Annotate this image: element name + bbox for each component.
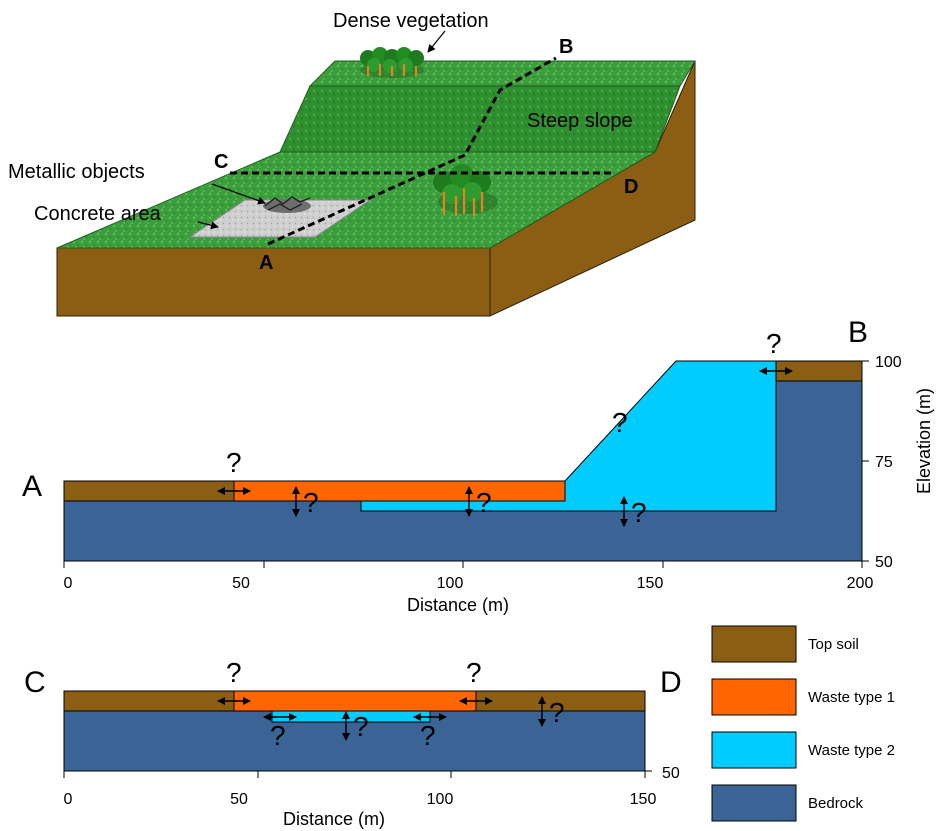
legend-label-waste-type-2: Waste type 2 — [808, 742, 895, 759]
steep-slope-label: Steep slope — [527, 110, 633, 132]
section-cd: ? ? ? ? ? ? C D 0 50 100 150 Distance (m… — [24, 657, 682, 829]
cd-x-ticks — [63, 771, 646, 778]
block-front-face — [56, 247, 491, 317]
cd-x-tick-label: 100 — [427, 791, 454, 808]
ab-start-label: A — [22, 470, 42, 503]
ab-uncertainty-mark: ? — [612, 407, 628, 438]
ab-x-tick-label: 0 — [64, 575, 73, 592]
line-label-b: B — [559, 36, 573, 58]
cd-end-label: D — [660, 666, 682, 699]
transect-line-ab — [267, 56, 557, 246]
cd-waste-type-1 — [233, 690, 477, 712]
dense-vegetation-label: Dense vegetation — [333, 10, 489, 32]
ab-x-axis-title: Distance (m) — [407, 595, 509, 615]
ab-y-ticks — [862, 360, 869, 562]
ab-waste-type-1 — [233, 480, 566, 502]
ab-x-tick-label: 100 — [437, 575, 464, 592]
cd-y-tick-label: 50 — [662, 765, 680, 782]
legend-label-bedrock: Bedrock — [808, 795, 864, 812]
ab-waste-type-2 — [360, 360, 777, 512]
cd-x-tick-label: 0 — [64, 791, 73, 808]
legend-swatch-top-soil — [711, 625, 797, 663]
ab-x-tick-label: 200 — [847, 575, 874, 592]
ab-end-label: B — [848, 316, 868, 349]
concrete-area-label: Concrete area — [34, 203, 162, 225]
cd-x-tick-label: 50 — [230, 791, 248, 808]
ab-y-axis-title: Elevation (m) — [914, 388, 934, 494]
legend: Top soil Waste type 1 Waste type 2 Bedro… — [711, 625, 895, 822]
ab-uncertainty-mark: ? — [766, 328, 782, 359]
ab-x-tick-label: 150 — [637, 575, 664, 592]
line-label-d: D — [624, 176, 638, 198]
legend-swatch-waste-type-1 — [711, 678, 797, 716]
cd-uncertainty-mark: ? — [420, 720, 436, 751]
ab-y-tick-label: 100 — [875, 354, 902, 371]
ab-uncertainty-mark: ? — [226, 447, 242, 478]
cd-start-label: C — [24, 666, 46, 699]
tree-cluster-top — [360, 47, 424, 78]
tree-cluster-lower — [433, 164, 498, 216]
cd-x-tick-label: 150 — [630, 791, 657, 808]
ab-topsoil-left — [63, 480, 235, 502]
cd-uncertainty-mark: ? — [466, 657, 482, 688]
concrete-area-shape — [188, 199, 372, 238]
metallic-objects-pointer — [211, 183, 266, 205]
metallic-objects-label: Metallic objects — [8, 161, 145, 183]
cd-uncertainty-mark: ? — [353, 711, 369, 742]
cd-uncertainty-mark: ? — [226, 657, 242, 688]
ab-x-tick-label: 50 — [232, 575, 250, 592]
cd-uncertainty-mark: ? — [549, 697, 565, 728]
cd-x-axis-title: Distance (m) — [283, 809, 385, 829]
ab-x-ticks — [63, 561, 863, 568]
ab-y-tick-label: 75 — [875, 454, 893, 471]
dense-vegetation-pointer — [427, 30, 446, 53]
line-label-c: C — [214, 151, 228, 173]
concrete-area-pointer — [197, 221, 219, 230]
legend-label-top-soil: Top soil — [808, 636, 859, 653]
block-diagram: Dense vegetation Steep slope Metallic ob… — [8, 10, 696, 317]
ab-uncertainty-mark: ? — [303, 487, 319, 518]
ab-uncertainty-mark: ? — [476, 487, 492, 518]
line-label-a: A — [259, 252, 273, 274]
legend-label-waste-type-1: Waste type 1 — [808, 689, 895, 706]
legend-swatch-waste-type-2 — [711, 731, 797, 769]
cd-uncertainty-mark: ? — [270, 720, 286, 751]
ab-uncertainty-mark: ? — [631, 497, 647, 528]
ab-y-tick-label: 50 — [875, 554, 893, 571]
section-ab: ? ? ? ? ? ? A B 0 50 100 150 200 Distanc… — [22, 316, 934, 615]
legend-swatch-bedrock — [711, 784, 797, 822]
metallic-objects-pile — [263, 196, 311, 213]
